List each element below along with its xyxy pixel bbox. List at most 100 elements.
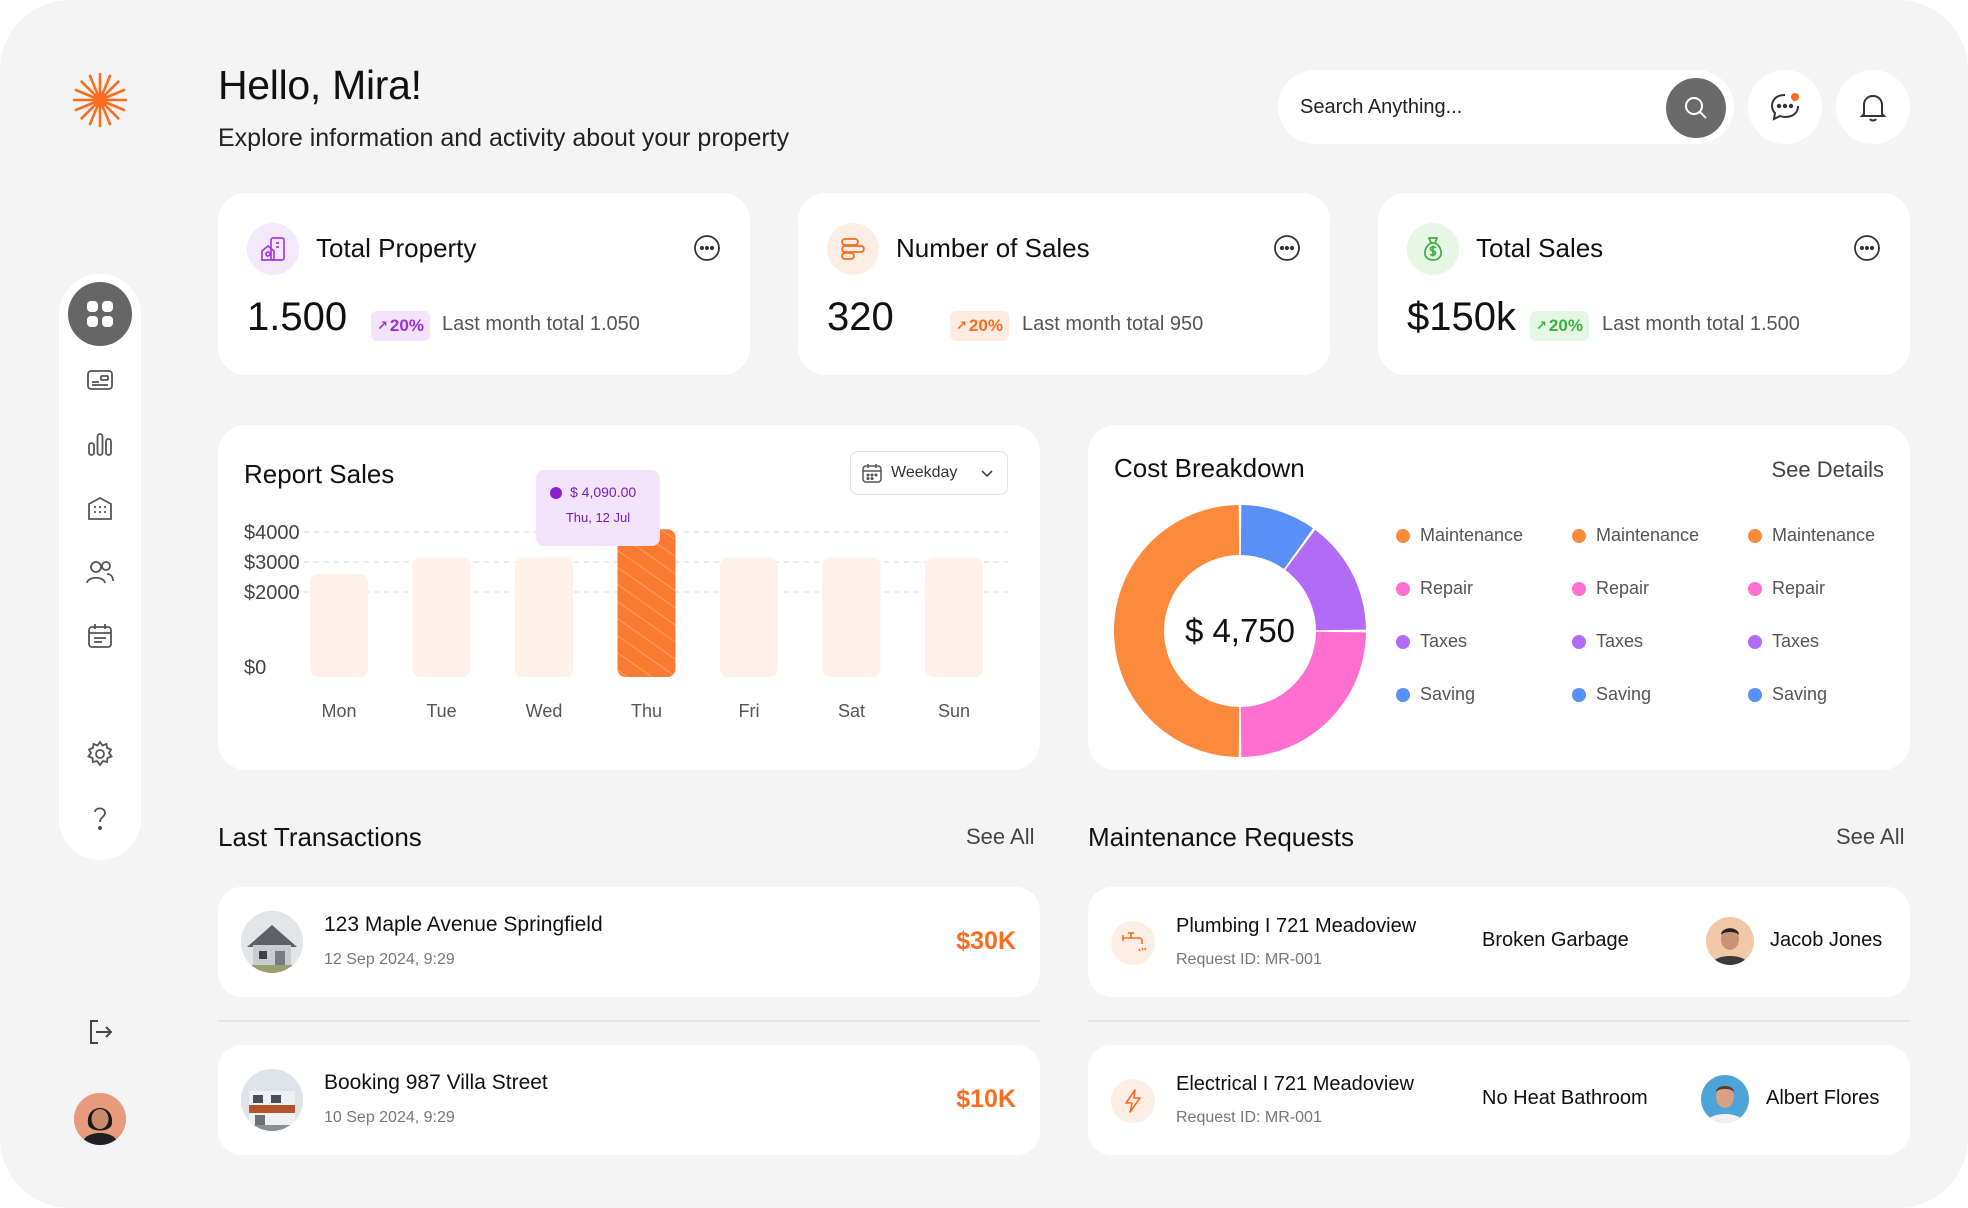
legend-item: Maintenance <box>1748 525 1875 546</box>
trend-badge: ↗ 20% <box>950 311 1009 341</box>
maintenance-row[interactable]: Plumbing I 721 Meadoview Request ID: MR-… <box>1088 887 1910 997</box>
assignee-name: Albert Flores <box>1766 1087 1880 1109</box>
stat-note: Last month total 1.500 <box>1602 313 1800 335</box>
request-id: Request ID: MR-001 <box>1176 951 1322 968</box>
x-tick-label: Sat <box>838 701 865 721</box>
report-sales-card: Report Sales Weekday $4000 $3000 $2000 $0 Mo… <box>218 425 1040 770</box>
x-tick-label: Wed <box>526 701 563 721</box>
stat-value: 320 <box>827 295 894 339</box>
nav-cards[interactable] <box>68 348 132 412</box>
nav-users[interactable] <box>68 540 132 604</box>
user-avatar[interactable] <box>74 1093 126 1145</box>
legend-item: Maintenance <box>1572 525 1699 546</box>
chart-tooltip: $ 4,090.00 Thu, 12 Jul <box>536 470 660 546</box>
bar-sun <box>925 557 983 677</box>
see-all-transactions-link[interactable]: See All <box>966 824 1035 849</box>
bar-mon <box>310 574 368 677</box>
more-options-button[interactable] <box>1852 233 1882 263</box>
donut-slice-saving <box>1240 505 1313 570</box>
notifications-button[interactable] <box>1836 70 1910 144</box>
see-details-link[interactable]: See Details <box>1771 457 1884 482</box>
legend-label: Taxes <box>1596 631 1644 651</box>
sidebar <box>59 274 141 860</box>
calendar-icon <box>862 464 882 483</box>
donut-total: $ 4,750 <box>1184 612 1296 649</box>
x-tick-label: Tue <box>426 701 456 721</box>
legend-item: Saving <box>1748 684 1827 705</box>
x-tick-label: Fri <box>739 701 760 721</box>
bar-thu <box>617 529 676 677</box>
search-input[interactable] <box>1300 86 1660 128</box>
help-icon <box>94 807 106 831</box>
maintenance-row[interactable]: Electrical I 721 Meadoview Request ID: M… <box>1088 1045 1910 1155</box>
request-issue: Broken Garbage <box>1482 929 1629 951</box>
assignee-avatar <box>1706 917 1754 965</box>
legend-dot <box>1396 528 1410 543</box>
bar-fri <box>720 557 778 677</box>
nav-settings[interactable] <box>68 722 132 786</box>
x-tick-label: Mon <box>321 701 356 721</box>
bar-tue <box>412 557 471 677</box>
search-button[interactable] <box>1666 78 1726 138</box>
legend-dot <box>1572 528 1586 543</box>
donut-slice-maintenance <box>1113 505 1240 757</box>
report-sales-title: Report Sales <box>244 459 395 489</box>
page-subtitle: Explore information and activity about y… <box>218 124 790 152</box>
users-icon <box>86 561 114 584</box>
trend-badge: ↗ 20% <box>371 311 430 341</box>
logout-button[interactable] <box>80 1012 120 1052</box>
more-options-button[interactable] <box>692 233 722 263</box>
more-icon <box>1274 235 1300 261</box>
transaction-row[interactable]: Booking 987 Villa Street 10 Sep 2024, 9:… <box>218 1045 1040 1155</box>
stat-card-total-property: Total Property 1.500 ↗ 20% Last month tot… <box>218 193 750 375</box>
more-icon <box>1854 235 1880 261</box>
legend-label: Saving <box>1420 684 1476 704</box>
nav-dashboard[interactable] <box>68 282 132 346</box>
legend-label: Saving <box>1596 684 1652 704</box>
transaction-amount: $30K <box>956 927 1016 955</box>
trend-badge: ↗ 20% <box>1530 311 1589 341</box>
cost-breakdown-card: Cost Breakdown See Details $ 4,750 Maint… <box>1088 425 1910 770</box>
property-thumbnail <box>241 1069 303 1131</box>
greeting-title: Hello, Mira! <box>218 62 422 108</box>
legend-label: Saving <box>1772 684 1828 704</box>
transaction-row[interactable]: 123 Maple Avenue Springfield 12 Sep 2024… <box>218 887 1040 997</box>
search-bar <box>1278 70 1734 144</box>
bell-icon <box>1859 94 1887 122</box>
legend-item: Saving <box>1572 684 1651 705</box>
logout-icon <box>90 1020 113 1044</box>
transaction-title: Booking 987 Villa Street <box>324 1071 548 1094</box>
legend-dot <box>1572 687 1586 702</box>
legend-label: Taxes <box>1420 631 1468 651</box>
nav-properties[interactable] <box>68 476 132 540</box>
legend-dot <box>1396 634 1410 649</box>
messages-button[interactable] <box>1748 70 1822 144</box>
see-all-requests-link[interactable]: See All <box>1836 824 1905 849</box>
donut-slice-taxes <box>1285 529 1366 631</box>
transaction-date: 10 Sep 2024, 9:29 <box>324 1109 455 1126</box>
period-select[interactable]: Weekday <box>850 451 1008 495</box>
request-title: Electrical I 721 Meadoview <box>1176 1073 1414 1095</box>
more-options-button[interactable] <box>1272 233 1302 263</box>
bar-wed <box>515 557 573 677</box>
x-tick-label: Sun <box>938 701 970 721</box>
search-icon <box>1685 97 1707 119</box>
nav-analytics[interactable] <box>68 412 132 476</box>
cost-donut-chart <box>1113 505 1366 757</box>
building-icon <box>88 496 112 520</box>
transaction-title: 123 Maple Avenue Springfield <box>324 913 603 936</box>
bar-chart-icon <box>88 433 112 456</box>
request-issue: No Heat Bathroom <box>1482 1087 1648 1109</box>
legend-dot <box>1748 528 1762 543</box>
nav-help[interactable] <box>68 786 132 850</box>
transaction-date: 12 Sep 2024, 9:29 <box>324 951 455 968</box>
faucet-icon <box>1111 921 1155 965</box>
assignee-avatar <box>1701 1075 1749 1123</box>
nav-calendar[interactable] <box>68 604 132 668</box>
money-bag-icon <box>1407 223 1459 275</box>
assignee-name: Jacob Jones <box>1770 929 1883 951</box>
legend-dot <box>1396 581 1410 596</box>
y-tick-label: $3000 <box>244 552 300 574</box>
sunburst-logo[interactable] <box>70 70 130 130</box>
